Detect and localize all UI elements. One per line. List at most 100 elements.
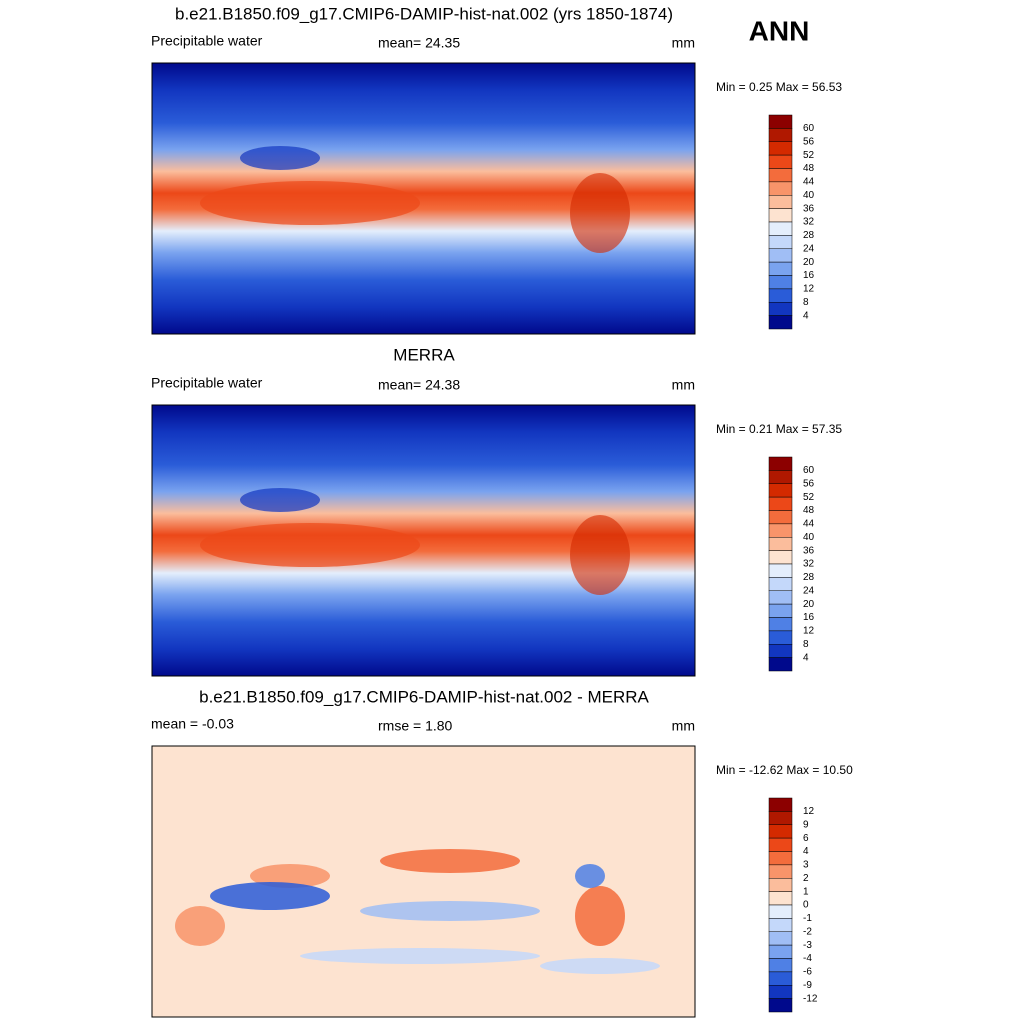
colorbar-label: 40 — [803, 532, 815, 543]
colorbar-box — [768, 537, 793, 551]
colorbar-box — [768, 221, 793, 236]
colorbar-box — [768, 302, 793, 316]
map-feature — [200, 523, 420, 567]
map-feature — [575, 886, 625, 946]
colorbar-label: 28 — [803, 572, 815, 583]
colorbar-box — [768, 851, 793, 866]
colorbar-label: 32 — [803, 217, 815, 228]
map-feature — [240, 146, 320, 170]
colorbar-label: 16 — [803, 270, 815, 281]
panel-center-label: mean= 24.38 — [378, 377, 460, 393]
colorbar-box — [768, 248, 793, 263]
colorbar-box — [768, 523, 793, 538]
colorbar-box — [768, 563, 793, 578]
colorbar-box — [768, 918, 793, 932]
colorbar-box — [768, 154, 793, 169]
colorbar-box — [768, 617, 793, 632]
colorbar-box — [768, 891, 793, 906]
min-max-label: Min = -12.62 Max = 10.50 — [716, 763, 853, 777]
colorbar-box — [768, 577, 793, 591]
colorbar-label: 3 — [803, 860, 809, 871]
colorbar-box — [768, 114, 793, 129]
colorbar-box — [768, 837, 793, 852]
colorbar-label: 12 — [803, 626, 815, 637]
colorbar-box — [768, 261, 793, 276]
colorbar-box — [768, 864, 793, 879]
map-feature — [570, 173, 630, 253]
colorbar-box — [768, 208, 793, 223]
colorbar-box — [768, 195, 793, 209]
panel-units: mm — [672, 718, 695, 734]
colorbar-box — [768, 878, 793, 892]
colorbar-box — [768, 644, 793, 658]
colorbar-label: 36 — [803, 203, 815, 214]
colorbar-label: -4 — [803, 953, 812, 964]
colorbar-box — [768, 590, 793, 605]
panel-title: b.e21.B1850.f09_g17.CMIP6-DAMIP-hist-nat… — [199, 687, 649, 706]
map-frame — [151, 745, 696, 1018]
colorbar-box — [768, 811, 793, 825]
colorbar-label: 56 — [803, 478, 815, 489]
colorbar-label: 20 — [803, 599, 815, 610]
panel-center-label: mean= 24.35 — [378, 35, 460, 51]
map-frame — [151, 62, 696, 335]
map-field — [152, 746, 695, 1017]
colorbar-label: 24 — [803, 585, 815, 596]
colorbar-label: 24 — [803, 243, 815, 254]
colorbar-box — [768, 630, 793, 645]
colorbar-box — [768, 288, 793, 303]
colorbar-label: 4 — [803, 652, 809, 663]
panel-units: mm — [672, 35, 695, 51]
colorbar-box — [768, 797, 793, 812]
colorbar-box — [768, 470, 793, 484]
colorbar-box — [768, 904, 793, 919]
colorbar-label: -9 — [803, 980, 812, 991]
colorbar-label: 60 — [803, 123, 815, 134]
panel-left-label: Precipitable water — [151, 33, 263, 49]
panel-title: MERRA — [393, 345, 455, 364]
map-frame — [151, 404, 696, 677]
colorbar-box — [768, 141, 793, 156]
colorbar-box — [768, 824, 793, 839]
season-label: ANN — [749, 15, 810, 46]
colorbar-label: -12 — [803, 993, 818, 1004]
map-feature — [380, 849, 520, 873]
colorbar-label: 9 — [803, 819, 809, 830]
colorbar-label: 48 — [803, 505, 815, 516]
colorbar-box — [768, 931, 793, 946]
min-max-label: Min = 0.21 Max = 57.35 — [716, 422, 842, 436]
panel-title: b.e21.B1850.f09_g17.CMIP6-DAMIP-hist-nat… — [175, 4, 673, 23]
colorbar-label: -3 — [803, 940, 812, 951]
map-feature — [240, 488, 320, 512]
colorbar-label: 20 — [803, 257, 815, 268]
colorbar-label: -6 — [803, 967, 812, 978]
colorbar-label: 12 — [803, 806, 815, 817]
colorbar-box — [768, 603, 793, 618]
colorbar-label: 6 — [803, 833, 809, 844]
min-max-label: Min = 0.25 Max = 56.53 — [716, 80, 842, 94]
colorbar-box — [768, 958, 793, 973]
colorbar-box — [768, 168, 793, 183]
panel-units: mm — [672, 377, 695, 393]
colorbar-label: 52 — [803, 150, 815, 161]
map-feature — [360, 901, 540, 921]
colorbar-label: 60 — [803, 465, 815, 476]
colorbar-box — [768, 483, 793, 498]
colorbar-box — [768, 456, 793, 471]
panel-left-label: mean = -0.03 — [151, 716, 234, 732]
colorbar-box — [768, 998, 793, 1013]
colorbar-box — [768, 496, 793, 511]
colorbar-box — [768, 510, 793, 525]
colorbar-label: 36 — [803, 545, 815, 556]
colorbar-label: 48 — [803, 163, 815, 174]
colorbar-label: 0 — [803, 900, 809, 911]
colorbar-box — [768, 657, 793, 672]
colorbar-label: -1 — [803, 913, 812, 924]
colorbar-box — [768, 315, 793, 330]
colorbar-label: 28 — [803, 230, 815, 241]
colorbar-label: 44 — [803, 519, 815, 530]
colorbar-label: 32 — [803, 559, 815, 570]
colorbar-box — [768, 550, 793, 565]
colorbar-label: 2 — [803, 873, 809, 884]
map-feature — [200, 181, 420, 225]
